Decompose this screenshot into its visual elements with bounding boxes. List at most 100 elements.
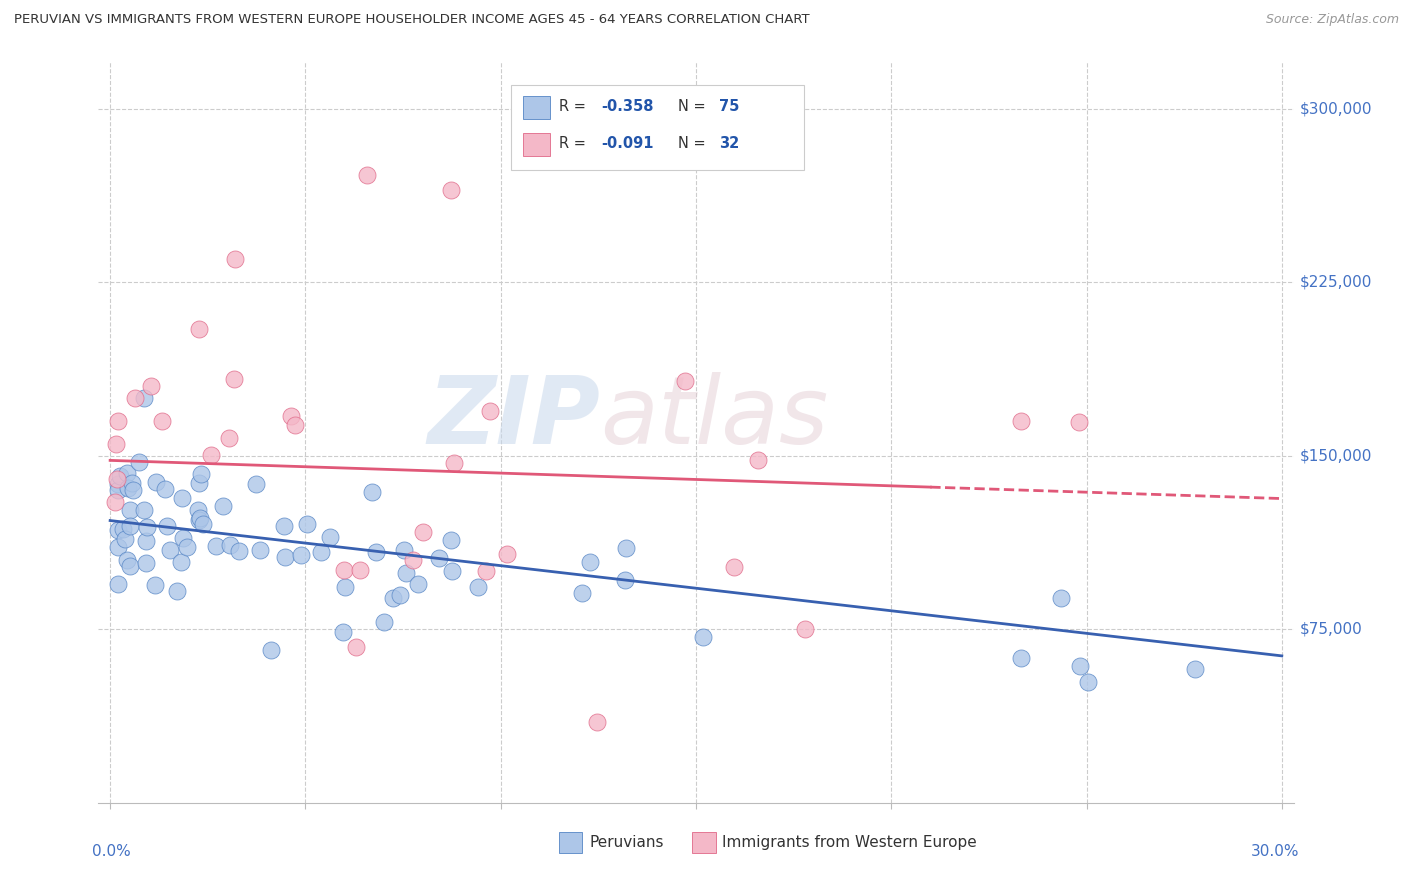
Point: [107, 477, 129, 491]
Point: [170, 491, 193, 505]
Point: [143, 578, 166, 592]
Point: [280, 409, 302, 424]
Point: [172, 531, 194, 545]
Point: [150, 414, 173, 428]
Point: [105, 437, 128, 451]
Point: [692, 630, 714, 644]
Point: [135, 520, 157, 534]
Point: [228, 543, 250, 558]
Text: -0.091: -0.091: [602, 136, 654, 152]
Point: [290, 548, 312, 562]
Point: [187, 502, 209, 516]
Point: [135, 556, 157, 570]
Point: [443, 456, 465, 470]
Point: [616, 541, 638, 556]
Point: [1010, 651, 1032, 665]
Point: [614, 574, 637, 588]
Point: [211, 499, 233, 513]
Point: [200, 448, 222, 462]
Point: [111, 523, 134, 537]
Point: [747, 453, 769, 467]
Point: [402, 553, 425, 567]
Point: [139, 379, 162, 393]
Point: [188, 513, 211, 527]
Point: [395, 566, 418, 580]
Point: [496, 547, 519, 561]
Point: [145, 475, 167, 490]
Point: [205, 539, 228, 553]
Point: [440, 533, 463, 547]
Point: [107, 541, 129, 555]
Text: atlas: atlas: [600, 372, 828, 463]
Text: -0.358: -0.358: [602, 99, 654, 114]
Point: [364, 545, 387, 559]
Point: [361, 485, 384, 500]
Point: [273, 550, 295, 565]
Point: [135, 534, 157, 549]
Bar: [523, 133, 550, 156]
Point: [311, 545, 333, 559]
Point: [219, 538, 242, 552]
Text: PERUVIAN VS IMMIGRANTS FROM WESTERN EUROPE HOUSEHOLDER INCOME AGES 45 - 64 YEARS: PERUVIAN VS IMMIGRANTS FROM WESTERN EURO…: [14, 13, 810, 27]
Point: [107, 414, 129, 428]
Text: $75,000: $75,000: [1299, 622, 1362, 637]
Point: [188, 511, 211, 525]
Point: [794, 622, 817, 636]
Point: [440, 183, 463, 197]
Point: [1069, 659, 1091, 673]
Point: [132, 503, 155, 517]
Point: [586, 714, 609, 729]
Point: [169, 555, 191, 569]
Text: Peruvians: Peruvians: [589, 835, 664, 850]
Point: [1184, 662, 1206, 676]
Point: [723, 560, 745, 574]
Point: [427, 551, 450, 566]
Point: [673, 374, 696, 388]
Point: [121, 475, 143, 490]
Text: N =: N =: [678, 136, 710, 152]
Point: [187, 321, 209, 335]
Point: [176, 540, 198, 554]
Point: [382, 591, 405, 605]
Bar: [523, 95, 550, 120]
Point: [190, 467, 212, 481]
Point: [1077, 675, 1099, 690]
Point: [118, 559, 141, 574]
Text: 0.0%: 0.0%: [93, 844, 131, 858]
Bar: [558, 832, 582, 853]
Text: $150,000: $150,000: [1299, 449, 1372, 463]
Point: [333, 580, 356, 594]
Point: [107, 483, 129, 497]
Text: $300,000: $300,000: [1299, 101, 1372, 116]
Point: [392, 543, 415, 558]
Bar: [692, 832, 716, 853]
Point: [389, 589, 412, 603]
Point: [319, 530, 342, 544]
Text: R =: R =: [558, 136, 591, 152]
Point: [118, 503, 141, 517]
Point: [373, 615, 395, 629]
Point: [166, 583, 188, 598]
Point: [333, 564, 356, 578]
Point: [1067, 415, 1090, 429]
Point: [104, 495, 127, 509]
Point: [191, 516, 214, 531]
Point: [124, 391, 146, 405]
Point: [571, 585, 593, 599]
Point: [349, 563, 371, 577]
Text: N =: N =: [678, 99, 710, 114]
Point: [159, 542, 181, 557]
Point: [120, 519, 142, 533]
Point: [356, 168, 378, 182]
Text: 30.0%: 30.0%: [1251, 844, 1299, 858]
Point: [222, 372, 245, 386]
Point: [475, 565, 498, 579]
Point: [441, 564, 464, 578]
Point: [579, 555, 602, 569]
Point: [412, 524, 434, 539]
Point: [1050, 591, 1073, 606]
Point: [117, 481, 139, 495]
Point: [295, 517, 318, 532]
Point: [105, 472, 128, 486]
Text: 75: 75: [718, 99, 740, 114]
